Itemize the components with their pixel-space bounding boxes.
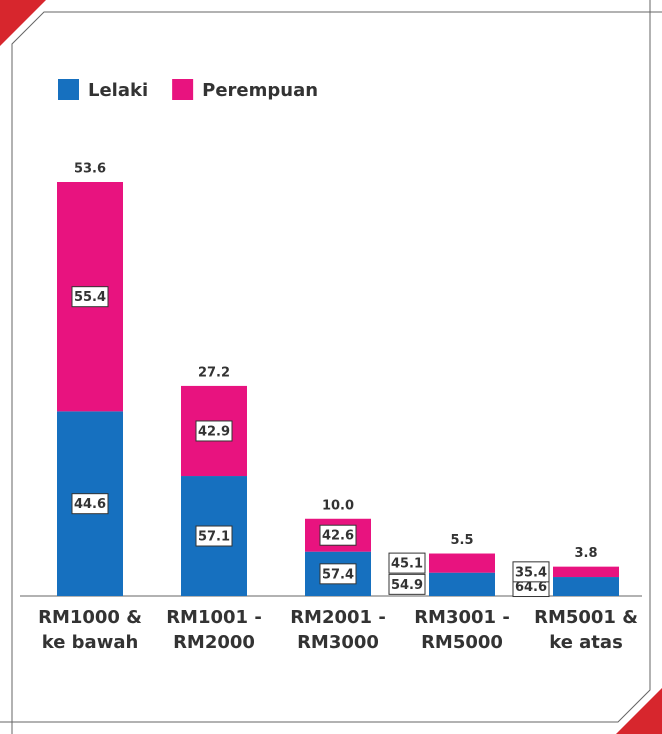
bar-segment [553,577,619,596]
value-label-box [319,563,357,585]
value-label: 57.4 [322,567,354,582]
value-label: 54.9 [391,578,423,593]
total-label: 27.2 [198,365,230,380]
category-label: RM2001 - RM3000 [290,607,386,653]
category-label: RM3001 - RM5000 [414,607,510,653]
value-label-box [319,524,357,546]
value-label-box [71,286,109,308]
bar-segment [429,572,495,596]
value-label: 45.1 [391,557,423,572]
bar-segment [553,566,619,578]
value-label-box [512,561,550,583]
legend-label: Perempuan [202,80,318,101]
total-label: 3.8 [574,546,597,561]
value-label: 55.4 [74,290,106,305]
value-label: 42.6 [322,529,354,544]
frame [0,0,651,723]
value-label-box [195,420,233,442]
category-label: RM1000 & ke bawah [38,607,142,653]
value-label: 42.9 [198,424,230,439]
value-label-box [195,525,233,547]
bar-segment [429,553,495,573]
legend-swatch [172,79,194,100]
total-label: 53.6 [74,162,106,177]
corner-decoration [616,688,662,734]
value-label-box [388,573,426,595]
frame [11,11,662,734]
total-label: 10.0 [322,498,354,513]
value-label: 57.1 [198,530,230,545]
legend-label: Lelaki [88,80,148,101]
value-label: 44.6 [74,497,106,512]
legend-swatch [58,79,79,100]
value-label: 35.4 [515,565,547,580]
value-label-box [388,552,426,574]
corner-decoration [0,0,46,46]
value-label: 64.6 [515,580,547,595]
value-label-box [71,493,109,515]
category-label: RM5001 & ke atas [534,607,638,653]
total-label: 5.5 [450,533,473,548]
category-label: RM1001 - RM2000 [166,607,262,653]
